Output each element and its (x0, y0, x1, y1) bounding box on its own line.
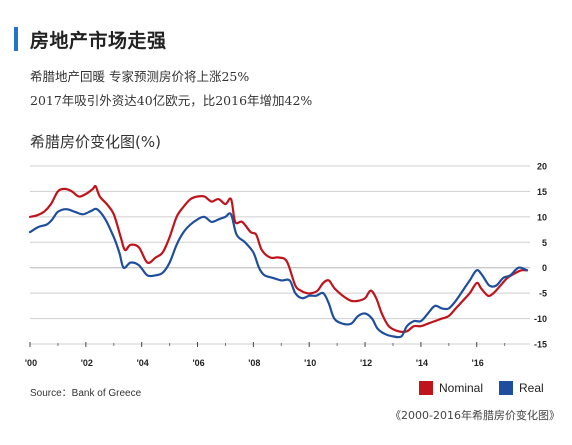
x-tick-label: '04 (137, 358, 149, 368)
series-line-real (28, 207, 529, 339)
y-tick-label: -5 (539, 289, 547, 299)
y-axis-ticks: 20 15 10 5 0 -5 -10 -15 (534, 162, 547, 350)
x-axis-ticks: '00 '02 '04 '06 '08 '10 '12 '14 '16 (25, 342, 506, 368)
header: 房地产市场走强 (14, 24, 167, 54)
legend-swatch-nominal (419, 381, 433, 395)
x-tick-label: '00 (25, 358, 37, 368)
legend-swatch-real (499, 381, 513, 395)
x-tick-label: '16 (472, 358, 484, 368)
y-tick-label: 5 (542, 238, 547, 248)
x-tick-label: '08 (248, 358, 260, 368)
x-tick-label: '06 (192, 358, 204, 368)
subtitle-line-2: 2017年吸引外资达40亿欧元，比2016年增加42% (30, 93, 313, 108)
source-note: Source：Bank of Greece (30, 388, 142, 399)
y-tick-label: -15 (534, 340, 547, 350)
header-accent-bar (14, 27, 18, 51)
chart-grid (30, 165, 530, 345)
y-tick-label: 15 (537, 187, 547, 197)
legend-label-nominal: Nominal (439, 381, 484, 395)
x-tick-label: '12 (360, 358, 372, 368)
chart-lines (28, 184, 529, 339)
x-tick-label: '14 (416, 358, 428, 368)
series-line-nominal (28, 184, 529, 333)
y-tick-label: -10 (534, 314, 547, 324)
subtitle-line-1: 希腊地产回暖 专家预测房价将上涨25% (30, 69, 250, 84)
x-tick-label: '02 (81, 358, 93, 368)
page-title: 房地产市场走强 (30, 29, 167, 52)
y-tick-label: 0 (542, 263, 547, 273)
legend-nominal: Nominal (419, 381, 483, 395)
x-tick-label: '10 (304, 358, 316, 368)
chart-title: 希腊房价变化图(%) (30, 133, 161, 151)
legend-real: Real (499, 381, 544, 395)
y-tick-label: 10 (537, 212, 547, 222)
legend-label-real: Real (519, 381, 544, 395)
figure-caption: 《2000-2016年希腊房价变化图》 (390, 409, 560, 422)
y-tick-label: 20 (537, 162, 547, 172)
